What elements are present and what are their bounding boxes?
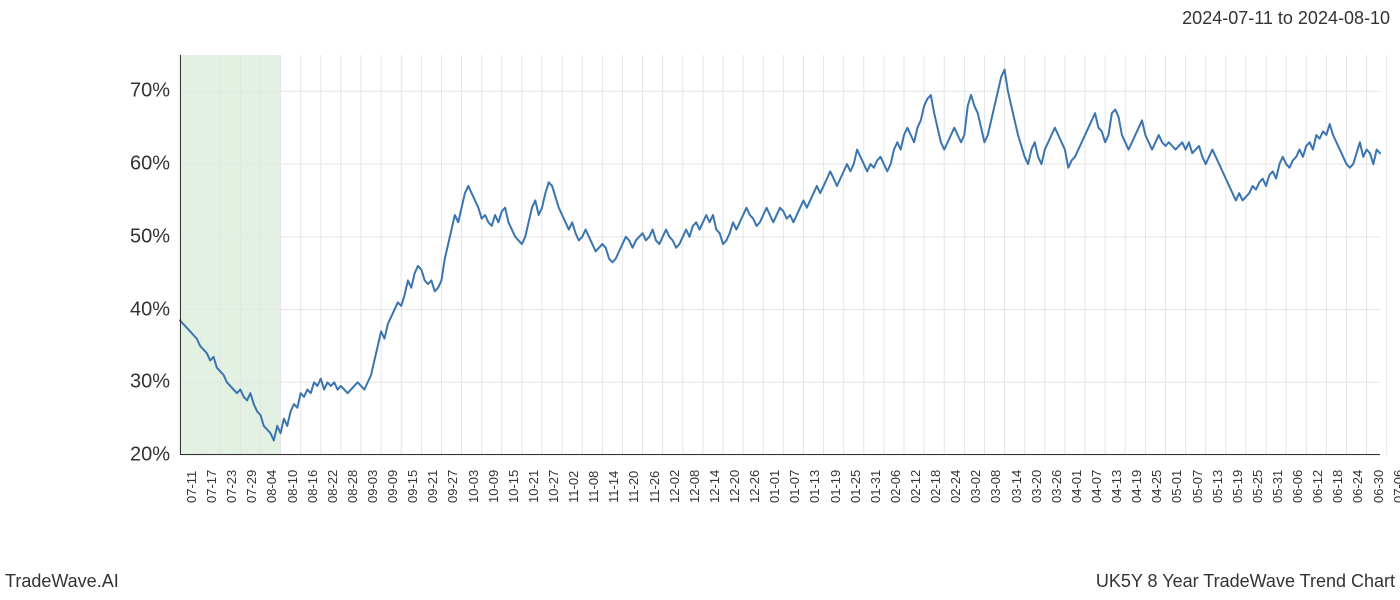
- footer-title: UK5Y 8 Year TradeWave Trend Chart: [1096, 571, 1395, 592]
- x-tick-label: 06-24: [1350, 470, 1365, 503]
- x-tick-label: 07-29: [244, 470, 259, 503]
- x-tick-label: 05-25: [1250, 470, 1265, 503]
- x-tick-label: 07-17: [204, 470, 219, 503]
- x-tick-label: 01-13: [807, 470, 822, 503]
- x-tick-label: 01-31: [868, 470, 883, 503]
- x-tick-label: 06-12: [1310, 470, 1325, 503]
- x-tick-label: 05-13: [1210, 470, 1225, 503]
- x-tick-label: 02-12: [908, 470, 923, 503]
- x-tick-label: 12-08: [687, 470, 702, 503]
- x-tick-label: 07-11: [184, 471, 199, 503]
- x-tick-label: 04-01: [1069, 470, 1084, 503]
- x-tick-label: 11-14: [606, 471, 621, 503]
- y-tick-label: 60%: [130, 153, 170, 176]
- x-tick-label: 09-09: [385, 470, 400, 503]
- x-tick-label: 12-14: [707, 470, 722, 503]
- x-tick-label: 09-15: [405, 470, 420, 503]
- x-tick-label: 05-19: [1230, 470, 1245, 503]
- x-tick-label: 07-06: [1391, 470, 1400, 503]
- x-tick-label: 03-14: [1009, 470, 1024, 503]
- x-tick-label: 01-07: [787, 470, 802, 503]
- x-tick-label: 08-16: [305, 470, 320, 503]
- x-tick-label: 02-06: [888, 470, 903, 503]
- x-tick-label: 11-20: [626, 471, 641, 503]
- chart-svg: [180, 55, 1380, 455]
- y-tick-label: 30%: [130, 371, 170, 394]
- x-tick-label: 08-22: [325, 470, 340, 503]
- x-tick-label: 06-06: [1290, 470, 1305, 503]
- x-tick-label: 07-23: [224, 470, 239, 503]
- x-tick-label: 03-20: [1029, 470, 1044, 503]
- x-tick-label: 02-24: [948, 470, 963, 503]
- x-tick-label: 10-03: [466, 470, 481, 503]
- x-tick-label: 10-27: [546, 470, 561, 503]
- x-tick-label: 12-26: [747, 470, 762, 503]
- date-range-label: 2024-07-11 to 2024-08-10: [1182, 8, 1390, 29]
- y-tick-label: 40%: [130, 298, 170, 321]
- x-tick-label: 04-13: [1109, 470, 1124, 503]
- series-line: [180, 70, 1380, 441]
- x-tick-label: 01-19: [828, 470, 843, 503]
- footer-brand: TradeWave.AI: [5, 571, 119, 592]
- x-tick-label: 11-08: [586, 471, 601, 503]
- chart-plot-area: [180, 55, 1380, 455]
- x-tick-label: 12-02: [667, 470, 682, 503]
- x-tick-label: 05-01: [1169, 470, 1184, 503]
- y-tick-label: 70%: [130, 80, 170, 103]
- y-axis-line: [180, 55, 181, 455]
- x-tick-label: 10-15: [506, 470, 521, 503]
- x-tick-label: 11-02: [566, 471, 581, 503]
- x-tick-label: 04-19: [1129, 470, 1144, 503]
- x-tick-label: 09-27: [445, 470, 460, 503]
- x-tick-label: 10-09: [486, 470, 501, 503]
- y-tick-label: 50%: [130, 225, 170, 248]
- x-tick-label: 08-28: [345, 470, 360, 503]
- x-tick-label: 04-25: [1149, 470, 1164, 503]
- x-tick-label: 03-26: [1049, 470, 1064, 503]
- x-tick-label: 08-10: [285, 470, 300, 503]
- x-tick-label: 06-18: [1330, 470, 1345, 503]
- x-axis-line: [180, 454, 1380, 455]
- x-tick-label: 02-18: [928, 470, 943, 503]
- x-tick-label: 05-07: [1190, 470, 1205, 503]
- y-tick-label: 20%: [130, 444, 170, 467]
- x-tick-label: 04-07: [1089, 470, 1104, 503]
- x-tick-label: 10-21: [526, 470, 541, 503]
- x-tick-label: 06-30: [1371, 470, 1386, 503]
- x-tick-label: 03-02: [968, 470, 983, 503]
- x-tick-label: 05-31: [1270, 470, 1285, 503]
- x-tick-label: 09-03: [365, 470, 380, 503]
- x-tick-label: 11-26: [647, 471, 662, 503]
- x-tick-label: 12-20: [727, 470, 742, 503]
- x-tick-label: 03-08: [988, 470, 1003, 503]
- x-tick-label: 01-25: [848, 470, 863, 503]
- x-tick-label: 09-21: [425, 470, 440, 503]
- x-tick-label: 01-01: [767, 470, 782, 503]
- x-tick-label: 08-04: [264, 470, 279, 503]
